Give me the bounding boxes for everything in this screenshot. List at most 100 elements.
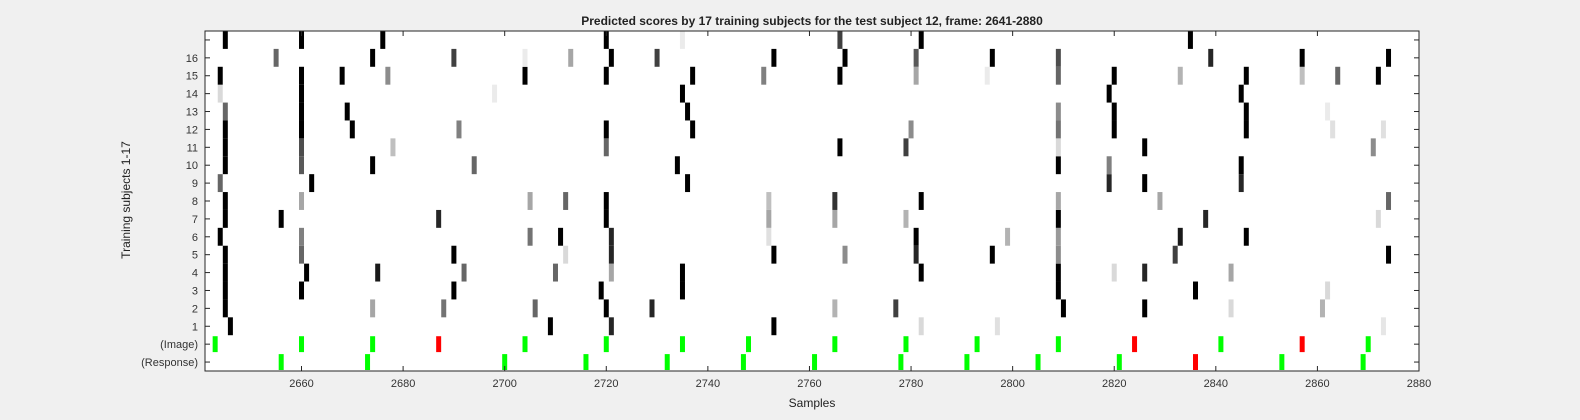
score-cell	[532, 299, 538, 318]
score-cell	[1380, 120, 1386, 139]
score-cell	[1055, 245, 1061, 264]
score-cell	[222, 245, 228, 264]
score-cell	[1157, 192, 1163, 210]
score-cell	[1193, 281, 1199, 300]
score-cell	[1142, 299, 1148, 318]
score-cell	[222, 299, 228, 318]
score-cell	[913, 48, 919, 67]
y-tick-label: (Image)	[160, 339, 198, 351]
score-cell	[766, 192, 772, 210]
response-event-marker	[1279, 354, 1285, 370]
score-cell	[451, 281, 457, 300]
score-cell	[227, 317, 233, 336]
y-tick-label: 9	[192, 178, 198, 190]
score-cell	[913, 66, 919, 85]
score-cell	[1335, 66, 1341, 85]
score-cell	[766, 227, 772, 246]
score-cell	[913, 245, 919, 264]
score-cell	[771, 245, 777, 264]
score-cell	[1375, 66, 1381, 85]
score-cell	[771, 317, 777, 336]
score-cell	[339, 66, 345, 85]
score-cell	[299, 138, 305, 157]
response-event-marker	[583, 354, 589, 370]
score-cell	[1055, 120, 1061, 139]
response-event-marker	[964, 354, 970, 370]
score-cell	[837, 66, 843, 85]
score-cell	[390, 138, 396, 157]
score-cell	[1055, 281, 1061, 300]
image-event-marker	[212, 336, 218, 353]
score-cell	[552, 263, 558, 282]
image-event-marker	[299, 336, 305, 353]
score-cell	[1325, 281, 1331, 300]
response-event-marker	[740, 354, 746, 370]
score-cell	[608, 263, 614, 282]
score-cell	[299, 245, 305, 264]
score-cell	[471, 156, 477, 175]
score-cell	[370, 299, 376, 318]
score-cell	[278, 209, 284, 228]
score-cell	[217, 174, 223, 193]
y-tick-label: 5	[192, 250, 198, 262]
image-event-marker	[1299, 336, 1305, 353]
score-cell	[568, 48, 574, 67]
y-tick-label: 14	[186, 89, 198, 101]
score-cell	[1055, 209, 1061, 228]
score-cell	[603, 209, 609, 228]
score-cell	[451, 245, 457, 264]
y-tick-label: 8	[192, 196, 198, 208]
score-cell	[1386, 48, 1392, 67]
y-tick-label: 6	[192, 232, 198, 244]
score-cell	[217, 227, 223, 246]
y-tick-label: (Response)	[141, 357, 198, 369]
score-cell	[1055, 48, 1061, 67]
score-cell	[1106, 156, 1112, 175]
score-cell	[1172, 245, 1178, 264]
score-cell	[1005, 227, 1011, 246]
score-cell	[761, 66, 767, 85]
score-cell	[608, 48, 614, 67]
score-cell	[299, 281, 305, 300]
score-cell	[1325, 102, 1331, 121]
score-cell	[690, 120, 696, 139]
score-cell	[1055, 192, 1061, 210]
score-cell	[918, 317, 924, 336]
score-cell	[563, 245, 569, 264]
image-event-marker	[679, 336, 685, 353]
score-cell	[1386, 192, 1392, 210]
score-cell	[842, 245, 848, 264]
x-tick-label: 2700	[492, 378, 516, 390]
score-cell	[679, 281, 685, 300]
score-cell	[349, 120, 355, 139]
y-tick-label: 2	[192, 303, 198, 315]
chart-title: Predicted scores by 17 training subjects…	[581, 14, 1043, 28]
score-cell	[685, 102, 691, 121]
response-event-marker	[664, 354, 670, 370]
score-cell	[1106, 174, 1112, 193]
score-cell	[842, 48, 848, 67]
score-cell	[222, 102, 228, 121]
image-event-marker	[1365, 336, 1371, 353]
score-cell	[608, 317, 614, 336]
score-cell	[1060, 299, 1066, 318]
score-cell	[1228, 263, 1234, 282]
score-cell	[1238, 174, 1244, 193]
score-cell	[674, 156, 680, 175]
score-cell	[558, 227, 564, 246]
x-tick-label: 2780	[899, 378, 923, 390]
response-event-marker	[365, 354, 371, 370]
score-cell	[989, 245, 995, 264]
score-cell	[1299, 48, 1305, 67]
response-event-marker	[812, 354, 818, 370]
score-cell	[451, 48, 457, 67]
response-event-marker	[1035, 354, 1041, 370]
response-event-marker	[502, 354, 508, 370]
score-cell	[299, 227, 305, 246]
score-cell	[461, 263, 467, 282]
score-cell	[222, 120, 228, 139]
image-event-marker	[746, 336, 752, 353]
score-cell	[370, 156, 376, 175]
score-cell	[908, 120, 914, 139]
